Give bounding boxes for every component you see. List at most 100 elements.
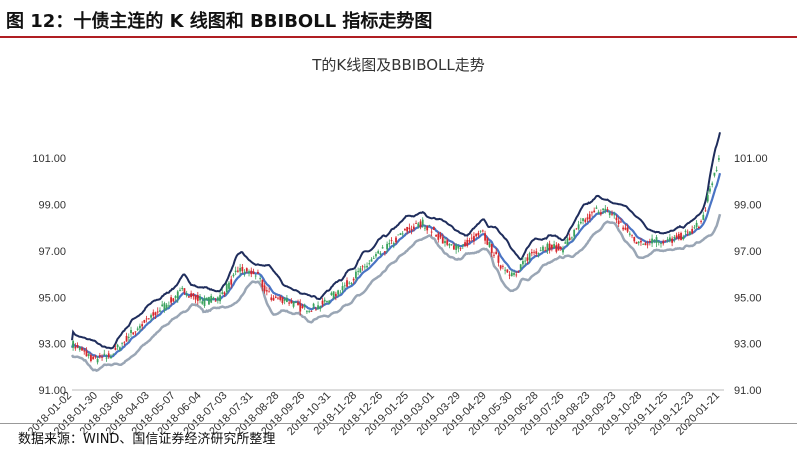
candle-body: [375, 254, 377, 257]
candle-body: [593, 210, 596, 213]
candle-body: [257, 271, 259, 274]
candle-body: [568, 237, 571, 241]
candle-body: [461, 244, 464, 246]
candle-body: [546, 243, 549, 251]
candle-body: [528, 253, 531, 261]
candle-body: [214, 300, 217, 302]
candle-body: [526, 257, 529, 261]
candle-body: [145, 318, 148, 320]
candle-body: [370, 259, 373, 262]
candle-body: [579, 221, 582, 224]
candle-body: [94, 356, 97, 358]
candle-body: [392, 243, 395, 245]
candle-body: [660, 243, 662, 244]
candle-body: [147, 318, 150, 320]
candle-body: [294, 301, 297, 303]
candle-body: [81, 348, 83, 351]
candle-body: [519, 264, 522, 269]
candle-body: [346, 280, 348, 287]
candle-body: [388, 243, 391, 245]
candle-body: [435, 234, 437, 237]
candle-body: [537, 253, 540, 254]
candle-body: [404, 229, 406, 231]
candle-body: [697, 226, 700, 229]
candle-body: [695, 222, 698, 228]
candle-body: [188, 296, 190, 298]
candle-body: [686, 231, 689, 233]
candle-body: [163, 303, 166, 310]
candle-body: [363, 266, 366, 268]
candle-body: [386, 243, 388, 250]
candle-body: [490, 243, 493, 254]
bbi-line: [70, 172, 722, 358]
candlestick-chart: 91.00 93.00 95.00 97.00 99.00 101.00 91.00 93.…: [26, 132, 768, 438]
candle-body: [114, 347, 117, 350]
upper-band-line: [71, 132, 721, 350]
candle-body: [419, 221, 422, 228]
candle-body: [139, 325, 141, 329]
candle-body: [426, 226, 429, 231]
candle-body: [156, 311, 159, 313]
candle-body: [101, 356, 103, 358]
boll-bands: [70, 132, 722, 372]
candle-body: [154, 312, 157, 316]
candle-body: [303, 305, 306, 307]
candle-body: [74, 346, 77, 349]
lower-band-line: [70, 213, 722, 372]
y-tick-right: 97.00: [734, 246, 762, 258]
candle-body: [185, 294, 188, 296]
candle-body: [493, 254, 495, 256]
data-source: 数据来源：WIND、国信证券经济研究所整理: [18, 432, 276, 447]
candle-body: [190, 293, 193, 298]
candle-body: [457, 245, 460, 249]
candle-body: [350, 283, 353, 285]
candle-body: [693, 227, 696, 229]
candle-body: [459, 248, 462, 250]
candle-body: [230, 279, 233, 285]
candle-body: [199, 296, 201, 301]
candle-body: [588, 214, 591, 219]
candle-body: [297, 302, 299, 305]
candle-body: [152, 312, 155, 316]
candle-body: [517, 271, 520, 273]
candle-body: [301, 306, 304, 309]
y-tick-right: 101.00: [734, 153, 768, 165]
candle-body: [194, 295, 197, 300]
candle-body: [595, 207, 598, 209]
candle-body: [381, 247, 384, 249]
y-axis-right: 91.00 93.00 95.00 97.00 99.00 101.00: [734, 153, 768, 397]
candle-body: [330, 292, 333, 296]
candle-body: [183, 288, 186, 293]
candle-body: [473, 236, 475, 241]
candle-body: [530, 252, 533, 254]
candle-body: [450, 244, 453, 246]
candle-body: [379, 253, 382, 255]
candle-body: [263, 285, 266, 292]
candle-body: [232, 274, 235, 277]
candle-body: [508, 274, 511, 276]
candle-body: [236, 270, 239, 272]
candle-body: [192, 293, 195, 297]
candle-body: [399, 233, 402, 235]
candle-body: [334, 293, 337, 297]
candle-body: [428, 224, 431, 226]
candle-body: [288, 302, 291, 304]
candle-body: [121, 342, 124, 344]
candle-body: [408, 227, 411, 230]
candle-body: [475, 233, 478, 237]
candle-body: [317, 305, 319, 310]
candle-body: [702, 214, 705, 220]
candle-body: [87, 354, 90, 357]
candle-body: [368, 263, 371, 265]
candle-body: [221, 292, 224, 295]
candle-body: [633, 236, 636, 242]
candle-body: [624, 227, 627, 230]
candle-body: [548, 243, 551, 251]
candle-body: [326, 300, 328, 302]
candle-body: [417, 223, 420, 227]
candle-body: [208, 297, 210, 305]
candle-body: [655, 237, 658, 243]
candle-body: [136, 328, 139, 330]
candle-body: [497, 255, 500, 263]
candle-body: [372, 258, 375, 259]
